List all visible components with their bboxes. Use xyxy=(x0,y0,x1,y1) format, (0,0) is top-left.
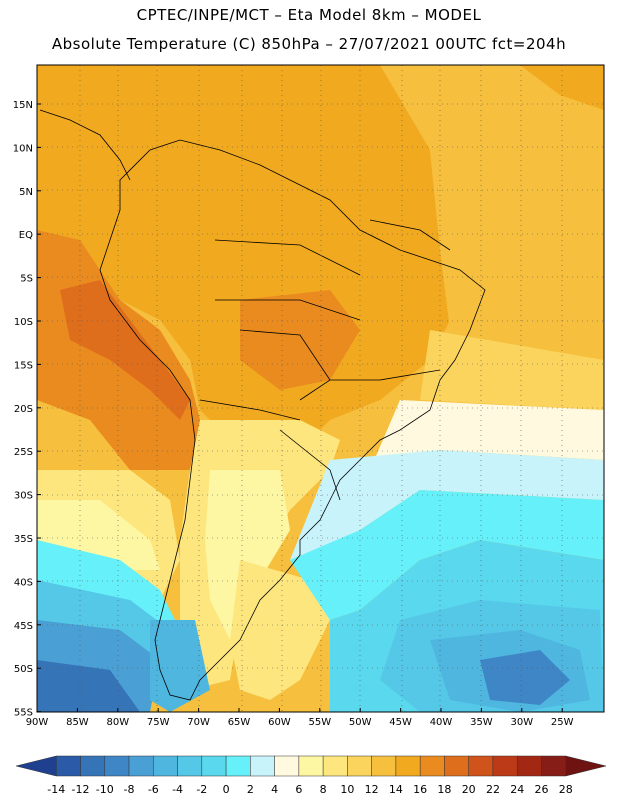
lon-label: 75W xyxy=(147,717,170,728)
lat-label: 20S xyxy=(14,404,33,415)
lat-label: 15N xyxy=(13,100,33,111)
lon-label: 90W xyxy=(26,717,49,728)
colorbar-swatch xyxy=(444,755,469,777)
lat-label: 45S xyxy=(14,621,33,632)
lon-label: 40W xyxy=(430,717,453,728)
plot-frame xyxy=(36,64,605,713)
colorbar-tick-label: 4 xyxy=(271,783,278,796)
colorbar-swatch xyxy=(468,755,494,777)
coastlines xyxy=(39,109,486,701)
colorbar-tick-label: 10 xyxy=(340,783,354,796)
colorbar-swatch xyxy=(177,755,203,777)
longitude-labels: 90W 85W 80W 75W 70W 65W 60W 55W 50W 45W 40W 35W 30W 2… xyxy=(26,708,574,728)
lon-label: 25W xyxy=(551,717,574,728)
lat-label: EQ xyxy=(19,230,33,241)
lon-label: 85W xyxy=(66,717,89,728)
colorbar-tick-label: 6 xyxy=(295,783,302,796)
colorbar-swatch xyxy=(419,755,445,777)
lon-label: 80W xyxy=(106,717,129,728)
colorbar xyxy=(15,755,607,777)
lat-label: 15S xyxy=(14,360,33,371)
latitude-labels: 15N 10N 5N EQ 5S 10S 15S 20S 25S 30S 35S 40S 45S 50S 5… xyxy=(13,100,41,719)
colorbar-swatch xyxy=(492,755,518,777)
lon-label: 30W xyxy=(510,717,533,728)
colorbar-swatch xyxy=(347,755,372,777)
colorbar-swatch xyxy=(15,755,57,777)
lat-label: 5S xyxy=(20,274,33,285)
lon-label: 45W xyxy=(389,717,412,728)
lat-label: 55S xyxy=(14,708,33,719)
lon-label: 70W xyxy=(187,717,210,728)
colorbar-swatch xyxy=(298,755,324,777)
colorbar-tick-label: 2 xyxy=(247,783,254,796)
colorbar-swatch xyxy=(541,755,566,777)
colorbar-tick-label: -10 xyxy=(96,783,114,796)
colorbar-swatch xyxy=(371,755,397,777)
colorbar-tick-label: -12 xyxy=(72,783,90,796)
colorbar-tick-label: -4 xyxy=(172,783,183,796)
colorbar-tick-label: -6 xyxy=(148,783,159,796)
colorbar-tick-label: 18 xyxy=(437,783,451,796)
lon-label: 65W xyxy=(228,717,251,728)
colorbar-swatch xyxy=(104,755,130,777)
colorbar-tick-label: 20 xyxy=(462,783,476,796)
lat-label: 25S xyxy=(14,447,33,458)
colorbar-swatch xyxy=(565,755,607,777)
colorbar-tick-label: 0 xyxy=(223,783,230,796)
lat-label: 40S xyxy=(14,577,33,588)
colorbar-swatch xyxy=(56,755,81,777)
map-subtitle: Absolute Temperature (C) 850hPa – 27/07/… xyxy=(51,35,567,53)
colorbar-tick-label: -2 xyxy=(196,783,207,796)
colorbar-tick-label: 24 xyxy=(510,783,524,796)
colorbar-swatch xyxy=(225,755,251,777)
colorbar-tick-label: 16 xyxy=(413,783,427,796)
lon-label: 35W xyxy=(470,717,493,728)
colorbar-labels: -14 -12 -10 -8 -6 -4 -2 0 2 4 6 8 10 12 14 16 18 20 22 24 26… xyxy=(47,783,572,796)
colorbar-tick-label: 8 xyxy=(320,783,327,796)
colorbar-swatch xyxy=(201,755,227,777)
colorbar-swatch xyxy=(395,755,421,777)
temperature-field xyxy=(37,65,604,712)
colorbar-swatch xyxy=(274,755,300,777)
colorbar-swatch xyxy=(322,755,348,777)
lat-label: 5N xyxy=(19,187,33,198)
colorbar-swatch xyxy=(250,755,275,777)
colorbar-tick-label: 22 xyxy=(486,783,500,796)
colorbar-swatch xyxy=(516,755,542,777)
colorbar-tick-label: -8 xyxy=(124,783,135,796)
colorbar-tick-label: 12 xyxy=(365,783,379,796)
lon-label: 55W xyxy=(308,717,331,728)
lat-label: 35S xyxy=(14,534,33,545)
lat-label: 30S xyxy=(14,491,33,502)
lon-label: 60W xyxy=(268,717,291,728)
colorbar-tick-label: 26 xyxy=(534,783,548,796)
colorbar-tick-label: 14 xyxy=(389,783,403,796)
colorbar-swatch xyxy=(80,755,106,777)
colorbar-tick-label: -14 xyxy=(47,783,65,796)
map-title: CPTEC/INPE/MCT – Eta Model 8km – MODEL xyxy=(136,6,482,24)
colorbar-tick-label: 28 xyxy=(559,783,573,796)
colorbar-swatch xyxy=(128,755,154,777)
colorbar-swatch xyxy=(153,755,178,777)
lat-label: 10N xyxy=(13,143,33,154)
lat-label: 50S xyxy=(14,664,33,675)
lon-label: 50W xyxy=(349,717,372,728)
lat-label: 10S xyxy=(14,317,33,328)
